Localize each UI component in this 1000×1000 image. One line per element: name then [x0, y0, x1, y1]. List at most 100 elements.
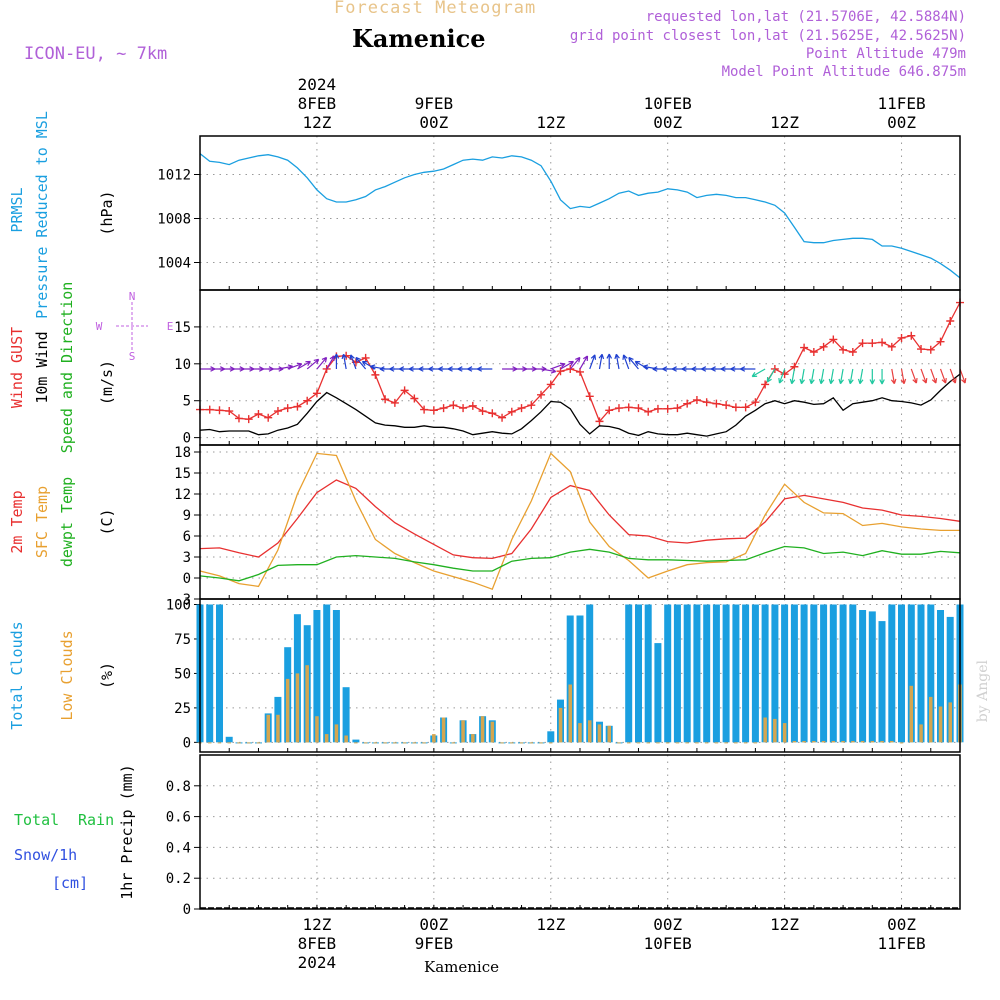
bar-total-clouds: [732, 604, 740, 743]
bar-low-clouds: [276, 714, 280, 743]
bar-low-clouds: [305, 665, 309, 743]
gust-point: [527, 401, 536, 410]
wind-direction-arrow: [848, 368, 854, 385]
bar-total-clouds: [937, 610, 944, 743]
gust-point: [273, 407, 282, 416]
side-label: 2m Temp: [8, 490, 26, 553]
y-tick-label: 15: [174, 466, 191, 482]
wind-direction-arrow: [589, 354, 597, 370]
y-tick-label: 0.8: [166, 779, 191, 795]
bar-total-clouds: [790, 604, 798, 743]
bar-low-clouds: [841, 741, 845, 743]
bar-total-clouds: [820, 604, 828, 743]
wind-direction-arrow: [540, 368, 557, 374]
bar-low-clouds: [529, 742, 533, 744]
top-time-label: 10FEB: [644, 94, 692, 113]
y-tick-label: 100: [166, 598, 191, 614]
gust-point: [283, 404, 292, 413]
bar-total-clouds: [829, 604, 837, 743]
gust-point: [634, 404, 643, 413]
wind-panel: 0 5 10 15 N S W E Wind GUST 10m Wind Speed and Dir…: [8, 282, 967, 453]
bottom-time-label: 9FEB: [415, 934, 454, 953]
bar-total-clouds: [693, 604, 701, 743]
gust-point: [780, 370, 789, 379]
bar-low-clouds: [665, 742, 670, 744]
gust-point: [673, 404, 682, 413]
bar-low-clouds: [821, 741, 826, 743]
side-label: SFC Temp: [33, 486, 51, 558]
wind-direction-arrow: [606, 353, 613, 369]
series-line-sfc-temp: [199, 452, 960, 591]
gust-point: [624, 403, 633, 412]
gust-point: [809, 348, 818, 356]
wind-direction-arrow: [297, 360, 311, 370]
bar-total-clouds: [683, 604, 691, 743]
wind-direction-arrow: [634, 360, 649, 370]
bar-low-clouds: [461, 720, 465, 743]
wind-direction-arrow: [361, 360, 376, 370]
gust-point: [946, 317, 955, 325]
bar-low-clouds: [208, 742, 212, 744]
bar-total-clouds: [917, 604, 925, 743]
gust-point: [254, 410, 263, 418]
series-line-wind-gust: [200, 302, 961, 423]
series-line-2m-temp: [199, 479, 961, 560]
gust-point: [585, 392, 594, 401]
clouds-panel: 0 25 50 75 100 Total Clouds Low Clouds (%): [8, 598, 964, 753]
point-altitude: Point Altitude 479m: [805, 46, 966, 62]
wind-direction-arrow: [778, 368, 786, 384]
y-tick-label: 5: [183, 394, 191, 410]
gust-point: [936, 337, 945, 346]
bar-total-clouds: [712, 604, 720, 743]
location-name: Kamenice: [352, 24, 486, 53]
bar-low-clouds: [773, 718, 777, 743]
footer-location: Kamenice: [424, 958, 499, 976]
bar-low-clouds: [782, 723, 787, 743]
bottom-time-label: 10FEB: [644, 934, 692, 953]
gust-point: [439, 404, 448, 413]
wind-direction-arrow: [890, 368, 897, 385]
bar-total-clouds: [742, 604, 750, 743]
side-label: 10m Wind: [33, 331, 51, 403]
bar-low-clouds: [510, 742, 514, 744]
wind-direction-arrow: [828, 368, 835, 385]
gust-point: [244, 415, 253, 424]
bar-low-clouds: [617, 742, 621, 744]
bar-low-clouds: [539, 742, 543, 744]
bar-total-clouds: [635, 604, 642, 743]
bar-low-clouds: [402, 742, 407, 744]
wind-direction-arrow: [949, 368, 957, 384]
gust-point: [868, 339, 877, 348]
gust-point: [907, 331, 916, 340]
bar-low-clouds: [266, 714, 270, 743]
bar-low-clouds: [393, 742, 397, 744]
side-label: dewpt Temp: [58, 477, 76, 567]
compass-south: S: [129, 350, 136, 363]
pressure-panel: 1004 1008 1012 PRMSL Pressure Reduced to MSL…: [8, 111, 961, 319]
gust-point: [683, 399, 692, 408]
compass-north: N: [129, 290, 136, 303]
model-point-altitude: Model Point Altitude 646.875m: [721, 64, 966, 80]
bottom-time-label: 12Z: [302, 915, 331, 934]
gust-point: [887, 342, 896, 351]
bar-total-clouds: [771, 604, 779, 743]
bar-low-clouds: [500, 742, 504, 744]
bar-low-clouds: [422, 742, 426, 744]
gust-point: [517, 404, 526, 413]
bar-total-clouds: [206, 604, 214, 743]
wind-direction-arrow: [799, 368, 805, 385]
bar-total-clouds: [878, 621, 886, 743]
gust-point: [751, 398, 760, 407]
bar-low-clouds: [948, 702, 952, 743]
gust-point: [858, 339, 867, 348]
top-time-label: 2024: [298, 75, 337, 94]
bar-low-clouds: [568, 684, 572, 743]
y-tick-label: 0: [183, 735, 191, 751]
bar-low-clouds: [295, 673, 300, 743]
gust-point: [702, 398, 711, 407]
bar-low-clouds: [578, 723, 582, 743]
gust-point: [498, 413, 507, 422]
series-line-prmsl: [199, 153, 961, 279]
wind-direction-arrow: [910, 368, 918, 384]
